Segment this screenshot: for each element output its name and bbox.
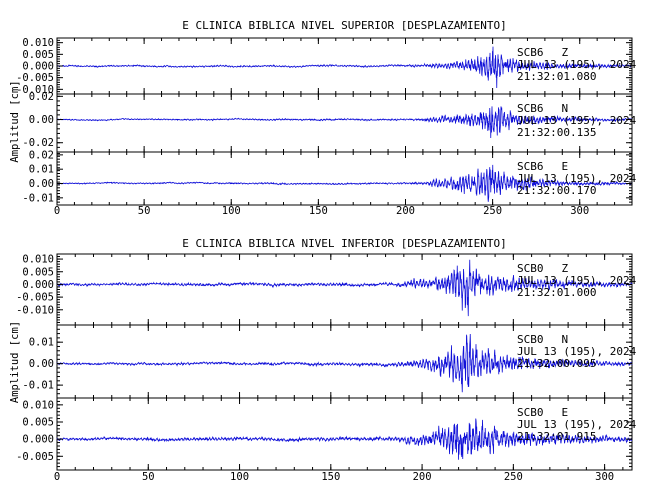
y-tick-label: -0.005 (16, 72, 54, 84)
x-tick-label: 0 (54, 471, 60, 483)
x-tick-label: 50 (142, 471, 155, 483)
panel-date-label: JUL 13 (195), 2024 (517, 58, 637, 71)
x-tick-label: 200 (396, 205, 415, 217)
y-tick-label: 0.000 (22, 434, 54, 446)
panel-time-label: 21:32:01.080 (517, 70, 596, 83)
component-code: E (562, 160, 569, 173)
y-tick-label: -0.005 (16, 292, 54, 304)
y-tick-label: 0.02 (29, 149, 54, 161)
y-tick-label: 0.010 (22, 37, 54, 49)
series-line (56, 418, 633, 460)
panel-date-label: JUL 13 (195), 2024 (517, 172, 637, 185)
x-tick-label: 150 (309, 205, 328, 217)
panel-time-label: 21:32:00.095 (517, 357, 596, 370)
x-tick-label: 300 (595, 471, 614, 483)
station-code: SCB6 (517, 46, 544, 59)
series-line (56, 106, 633, 138)
panel-station-label: SCB0 Z (517, 262, 569, 275)
panel-station-label: SCB0 N (517, 333, 568, 346)
y-tick-label: 0.000 (22, 61, 54, 73)
x-tick-label: 200 (413, 471, 432, 483)
chart-group-1: E CLINICA BIBLICA NIVEL SUPERIOR [DESPLA… (9, 19, 637, 217)
y-tick-label: 0.01 (29, 164, 54, 176)
panel-station-label: SCB6 Z (517, 46, 569, 59)
panel-station-label: SCB6 N (517, 102, 568, 115)
y-tick-label: -0.01 (22, 380, 54, 392)
y-tick-label: 0.000 (22, 279, 54, 291)
panel-time-label: 21:32:00.170 (517, 184, 596, 197)
x-tick-label: 50 (138, 205, 151, 217)
y-tick-label: 0.005 (22, 417, 54, 429)
panel-date-label: JUL 13 (195), 2024 (517, 114, 637, 127)
panel-station-label: SCB0 E (517, 406, 568, 419)
y-tick-label: 0.02 (29, 91, 54, 103)
x-tick-label: 300 (570, 205, 589, 217)
y-tick-label: -0.010 (16, 84, 54, 96)
y-axis-label: Amplitud [cm] (9, 321, 21, 403)
y-tick-label: -0.01 (22, 192, 54, 204)
component-code: E (562, 406, 569, 419)
panel-frame (56, 151, 633, 206)
series-line (57, 46, 633, 88)
station-code: SCB0 (517, 333, 544, 346)
series-line (56, 164, 633, 202)
panel-frame (56, 397, 633, 471)
x-tick-label: 0 (54, 205, 60, 217)
x-tick-label: 100 (222, 205, 241, 217)
x-tick-label: 250 (483, 205, 502, 217)
y-tick-label: -0.02 (22, 137, 54, 149)
component-code: N (562, 102, 569, 115)
x-tick-label: 100 (230, 471, 249, 483)
chart-title: E CLINICA BIBLICA NIVEL SUPERIOR [DESPLA… (182, 19, 507, 32)
component-code: N (562, 333, 569, 346)
panel-station-label: SCB6 E (517, 160, 568, 173)
y-tick-label: 0.010 (22, 399, 54, 411)
y-tick-label: 0.005 (22, 49, 54, 61)
panel-date-label: JUL 13 (195), 2024 (517, 418, 637, 431)
y-tick-label: -0.005 (16, 451, 54, 463)
panel-time-label: 21:32:01.000 (517, 286, 596, 299)
station-code: SCB0 (517, 262, 544, 275)
series-line (56, 259, 633, 317)
y-tick-label: 0.01 (29, 337, 54, 349)
x-tick-label: 150 (321, 471, 340, 483)
panel-date-label: JUL 13 (195), 2024 (517, 345, 637, 358)
y-tick-label: 0.005 (22, 266, 54, 278)
y-axis-label: Amplitud [cm] (9, 80, 21, 162)
series-line (56, 334, 633, 393)
panel-date-label: JUL 13 (195), 2024 (517, 274, 637, 287)
station-code: SCB0 (517, 406, 544, 419)
y-tick-label: 0.00 (29, 114, 54, 126)
chart-group-2: E CLINICA BIBLICA NIVEL INFERIOR [DESPLA… (9, 237, 637, 483)
component-code: Z (562, 262, 569, 275)
panel-time-label: 21:32:01.915 (517, 430, 596, 443)
station-code: SCB6 (517, 160, 544, 173)
y-tick-label: -0.010 (16, 304, 54, 316)
y-tick-label: 0.010 (22, 254, 54, 266)
y-tick-label: 0.00 (29, 178, 54, 190)
panel-time-label: 21:32:00.135 (517, 126, 596, 139)
x-tick-label: 250 (504, 471, 523, 483)
station-code: SCB6 (517, 102, 544, 115)
y-tick-label: 0.00 (29, 358, 54, 370)
component-code: Z (562, 46, 569, 59)
chart-title: E CLINICA BIBLICA NIVEL INFERIOR [DESPLA… (182, 237, 507, 250)
